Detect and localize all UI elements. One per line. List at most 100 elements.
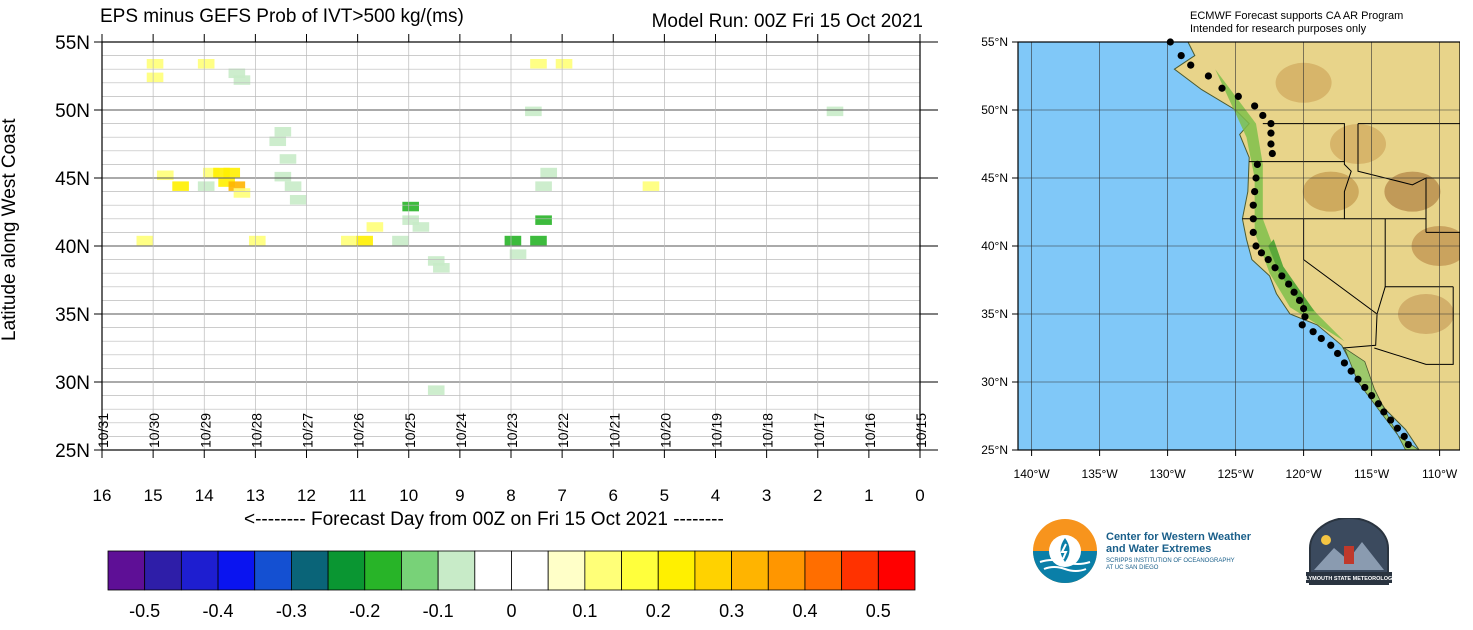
heatmap-cell [504, 235, 522, 246]
colorbar-swatch [144, 550, 182, 591]
heatmap-cell [402, 201, 419, 212]
coastal-point [1253, 160, 1261, 168]
date-label: 10/17 [811, 413, 827, 448]
x-tick-label: 13 [246, 486, 265, 505]
heatmap-cell [402, 215, 419, 225]
map-lon-label: 115°W [1354, 467, 1390, 481]
colorbar-label: 0.5 [866, 601, 891, 621]
x-tick-label: 8 [506, 486, 515, 505]
x-tick-label: 0 [915, 486, 924, 505]
date-label: 10/19 [709, 413, 725, 448]
date-label: 10/28 [248, 413, 264, 448]
date-label: 10/25 [402, 413, 418, 448]
coastal-point [1374, 400, 1382, 408]
coastal-point [1301, 313, 1309, 321]
heatmap-cell [392, 235, 409, 246]
credit-line-2: Intended for research purposes only [1190, 23, 1367, 35]
x-tick-label: 4 [711, 486, 720, 505]
map-lat-label: 25°N [981, 443, 1008, 457]
heatmap-cell [274, 127, 292, 137]
x-tick-label: 11 [349, 486, 367, 505]
colorbar-swatch [437, 550, 476, 591]
coastal-point [1252, 242, 1260, 250]
cw3e-name-line3: SCRIPPS INSTITUTION OF OCEANOGRAPHY [1106, 558, 1235, 564]
coastal-point [1264, 256, 1272, 264]
coastal-point [1404, 440, 1412, 449]
colorbar-swatch [364, 550, 402, 591]
colorbar-swatch [877, 550, 916, 591]
colorbar-swatch [584, 550, 622, 591]
coastal-point [1309, 328, 1317, 336]
heatmap-cell [248, 235, 266, 246]
coastal-point [1393, 424, 1402, 432]
coastal-point [1218, 84, 1226, 92]
heatmap-cell [197, 181, 215, 191]
terrain-patch [1302, 171, 1359, 212]
map-lon-label: 130°W [1150, 467, 1187, 481]
coastal-point [1267, 140, 1275, 148]
colorbar-swatch [107, 550, 146, 591]
x-tick-label: 16 [93, 486, 112, 505]
coastal-point [1259, 111, 1267, 120]
heatmap-cell [826, 106, 844, 117]
colorbar-label: 0.4 [792, 601, 817, 621]
map-lon-label: 140°W [1014, 467, 1051, 481]
heatmap-cell [427, 385, 445, 395]
heatmap-cell [269, 136, 287, 147]
coastal-point [1387, 416, 1395, 424]
coastal-point [1295, 296, 1304, 304]
heatmap-cell [279, 154, 297, 164]
colorbar-label: -0.2 [349, 601, 380, 621]
coastal-point [1285, 280, 1293, 288]
heatmap-cell [233, 188, 251, 198]
colorbar-label: 0.2 [646, 601, 671, 621]
coastal-point [1234, 92, 1242, 100]
x-tick-label: 10 [399, 486, 418, 505]
heatmap-cell [540, 167, 558, 178]
x-tick-label: 5 [660, 486, 669, 505]
colorbar-swatch [621, 550, 659, 591]
coastal-point [1361, 383, 1369, 392]
date-label: 10/26 [351, 413, 367, 448]
heatmap-cell [509, 249, 527, 259]
heatmap-cell [366, 222, 384, 232]
heatmap-cell [197, 59, 215, 69]
colorbar-swatch [511, 550, 549, 591]
date-label: 10/16 [862, 413, 878, 448]
map-lat-label: 50°N [981, 103, 1008, 117]
date-label: 10/24 [453, 413, 469, 448]
heatmap-cell [341, 235, 358, 246]
psu-logo-text: PLYMOUTH STATE METEOROLOGY [1302, 576, 1396, 582]
colorbar-label: 0 [506, 601, 516, 621]
colorbar-swatch [804, 550, 843, 591]
chart-title: EPS minus GEFS Prob of IVT>500 kg/(ms) [100, 6, 464, 27]
heatmap-cell [228, 181, 246, 191]
coastal-point [1278, 272, 1286, 280]
x-axis-label: <-------- Forecast Day from 00Z on Fri 1… [244, 509, 724, 530]
heatmap-cell [233, 75, 251, 85]
coastal-point [1249, 228, 1257, 236]
coastal-point [1347, 367, 1355, 375]
heatmap-cell [228, 68, 246, 79]
coastal-vegetation [1215, 69, 1345, 342]
map-lat-label: 35°N [981, 307, 1008, 321]
coastal-point [1271, 264, 1279, 272]
coastal-point [1249, 201, 1257, 209]
date-label: 10/20 [657, 413, 673, 448]
coastal-point [1340, 359, 1348, 367]
date-label: 10/27 [300, 413, 316, 448]
colorbar-swatch [180, 550, 219, 591]
y-tick-label: 40N [55, 237, 90, 258]
coastal-point [1177, 52, 1185, 60]
x-tick-label: 2 [813, 486, 822, 505]
colorbar-swatch [401, 550, 439, 591]
psu-meteorology-logo: PLYMOUTH STATE METEOROLOGY [1302, 518, 1396, 585]
map-lon-label: 110°W [1422, 467, 1458, 481]
heatmap-cell [146, 59, 164, 69]
coastal-point [1187, 61, 1195, 69]
heatmap-cell [172, 181, 189, 191]
heatmap-cell [356, 235, 373, 246]
heatmap-cell [642, 181, 660, 191]
colorbar-swatch [731, 550, 769, 591]
model-run-label: Model Run: 00Z Fri 15 Oct 2021 [651, 11, 923, 32]
